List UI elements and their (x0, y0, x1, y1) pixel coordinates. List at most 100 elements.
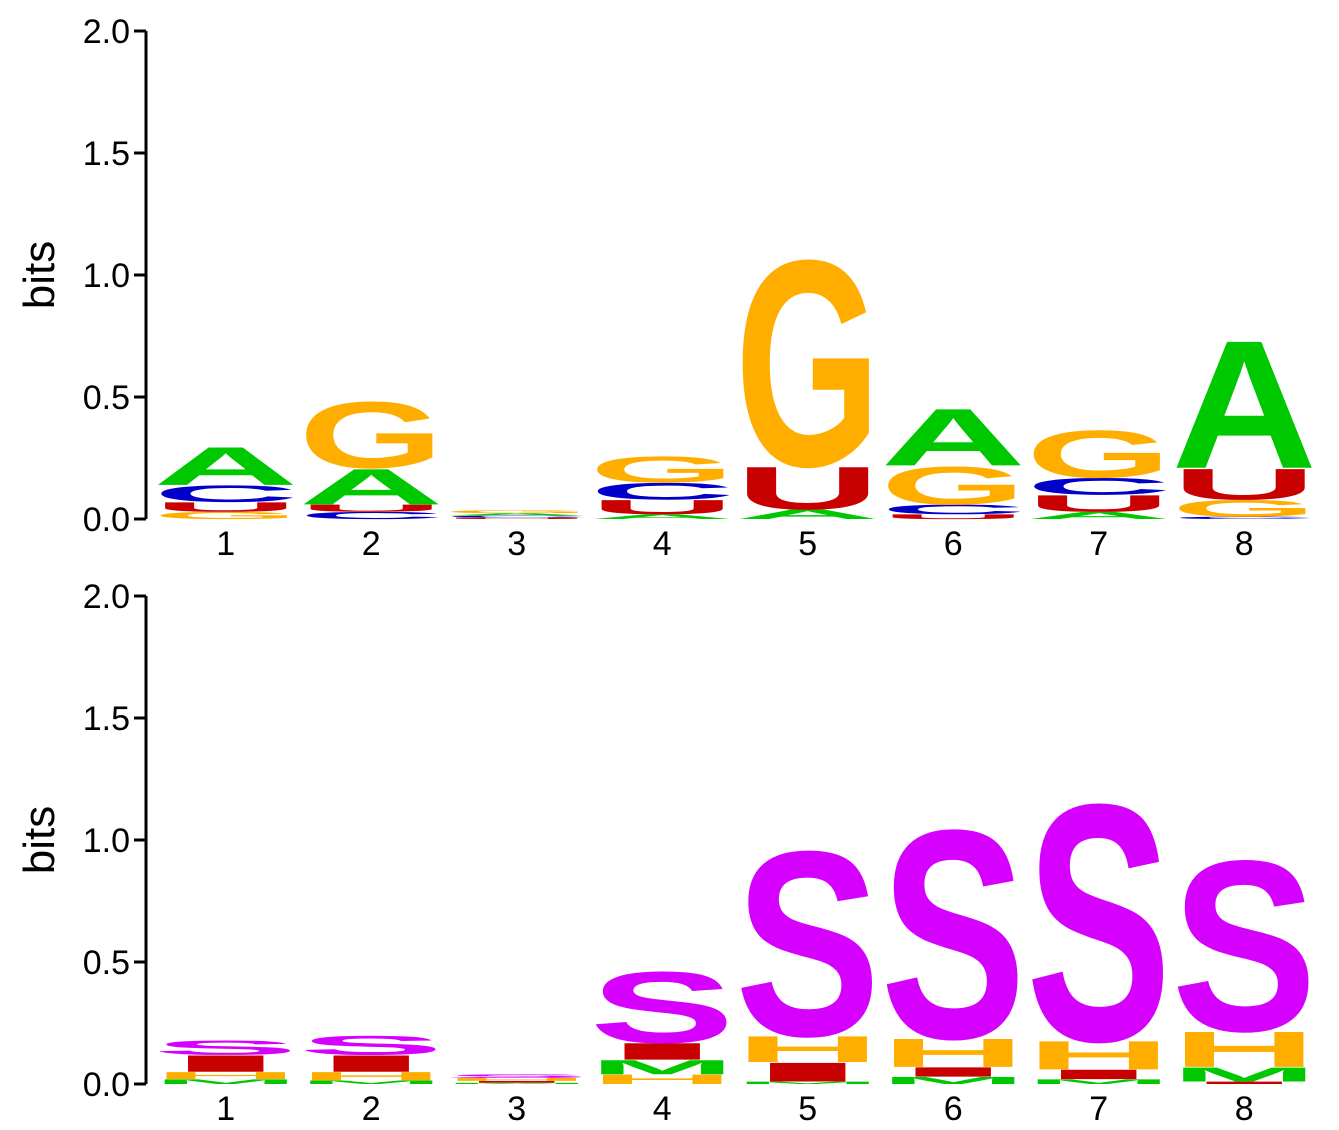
logo-letter-I: I (153, 1050, 298, 1077)
logo-letter-G: G (1026, 416, 1171, 492)
logo-letter-I: I (881, 1064, 1026, 1079)
y-tick-label: 2.0 (83, 578, 130, 616)
logo-letter-S: S (590, 951, 735, 1065)
logo-letter-U: U (444, 517, 590, 519)
position-label: 6 (944, 1090, 963, 1128)
position-label: 8 (1235, 1090, 1254, 1128)
logo-letter-C: C (590, 478, 735, 504)
position-label: 2 (362, 1090, 381, 1128)
logo-letter-C: C (1172, 516, 1317, 520)
position-label: 7 (1089, 525, 1108, 563)
logo-letter-G: G (590, 449, 735, 491)
logo-letter-U: U (299, 503, 444, 514)
y-tick-label: 1.5 (83, 135, 130, 173)
position-label: 5 (798, 525, 817, 563)
logo-letter-A: A (1172, 302, 1317, 506)
y-tick-label: 0.5 (83, 944, 130, 982)
logo-letter-M: M (590, 1056, 735, 1079)
logo-letter-S: S (735, 797, 880, 1092)
logo-letter-S: S (881, 768, 1026, 1101)
logo-letter-H: H (444, 1077, 590, 1082)
logo-letter-C: C (299, 510, 444, 521)
y-tick-label: 0.5 (83, 379, 130, 417)
logo-letter-G: G (299, 383, 444, 489)
logo-letter-A: A (1026, 510, 1171, 521)
position-label: 2 (362, 525, 381, 563)
logo-letter-I: I (590, 1038, 735, 1065)
position-label: 1 (216, 525, 235, 563)
position-label: 4 (653, 1090, 672, 1128)
logo-letter-S: S (1026, 734, 1171, 1112)
logo-letter-U: U (1026, 490, 1171, 516)
logo-letter-H: H (1172, 1021, 1317, 1078)
logo-letter-C: C (1026, 473, 1171, 499)
logo-letter-H: H (1026, 1032, 1171, 1078)
position-label: 5 (798, 1090, 817, 1128)
logo-letter-G: G (153, 510, 298, 521)
logo-letter-H: H (881, 1030, 1026, 1076)
logo-letter-S: S (153, 1036, 298, 1059)
logo-letter-A: A (881, 392, 1027, 483)
logo-letter-I: I (299, 1050, 444, 1077)
logo-letter-A: A (735, 507, 880, 522)
logo-letter-M: M (153, 1078, 298, 1086)
logo-letter-M: M (444, 1082, 589, 1084)
position-label: 3 (507, 1090, 526, 1128)
logo-letter-M: M (881, 1075, 1026, 1086)
position-label: 7 (1089, 1090, 1108, 1128)
logo-letter-I: I (1026, 1067, 1171, 1082)
y-tick-label: 1.0 (83, 822, 130, 860)
logo-letter-A: A (590, 513, 735, 521)
logo-letter-I: I (1172, 1081, 1317, 1085)
position-label: 6 (944, 525, 963, 563)
y-axis-label: bits (15, 806, 64, 874)
y-tick-label: 1.5 (83, 700, 130, 738)
y-tick-label: 2.0 (83, 13, 130, 51)
logo-letter-G: G (1172, 495, 1317, 522)
logo-letter-I: I (444, 1080, 589, 1083)
logo-letter-M: M (1172, 1063, 1317, 1086)
logo-letter-H: H (735, 1028, 880, 1070)
logo-letter-S: S (1172, 811, 1317, 1083)
stack-position-5: AUG (735, 200, 880, 528)
logo-letter-U: U (153, 500, 298, 515)
logo-letter-G: G (881, 456, 1026, 517)
logo-letter-M: M (1026, 1078, 1171, 1086)
y-tick-label: 0.0 (83, 1066, 130, 1104)
logo-letter-I: I (735, 1057, 880, 1087)
logo-letter-S: S (444, 1073, 589, 1079)
logo-letter-S: S (299, 1030, 444, 1060)
logo-letter-M: M (735, 1081, 880, 1085)
logo-letter-A: A (444, 513, 589, 517)
logo-letter-G: G (444, 509, 589, 514)
logo-letter-A: A (153, 436, 298, 497)
logo-letter-A: A (299, 459, 444, 516)
logo-letter-U: U (735, 454, 880, 522)
logo-letter-H: H (299, 1070, 444, 1083)
logo-letter-H: H (590, 1072, 735, 1087)
logo-letter-U: U (881, 513, 1026, 521)
position-label: 1 (216, 1090, 235, 1128)
logo-letter-C: C (444, 515, 589, 518)
logo-letter-C: C (881, 502, 1026, 517)
logo-letter-U: U (1172, 460, 1317, 509)
position-label: 8 (1235, 525, 1254, 563)
